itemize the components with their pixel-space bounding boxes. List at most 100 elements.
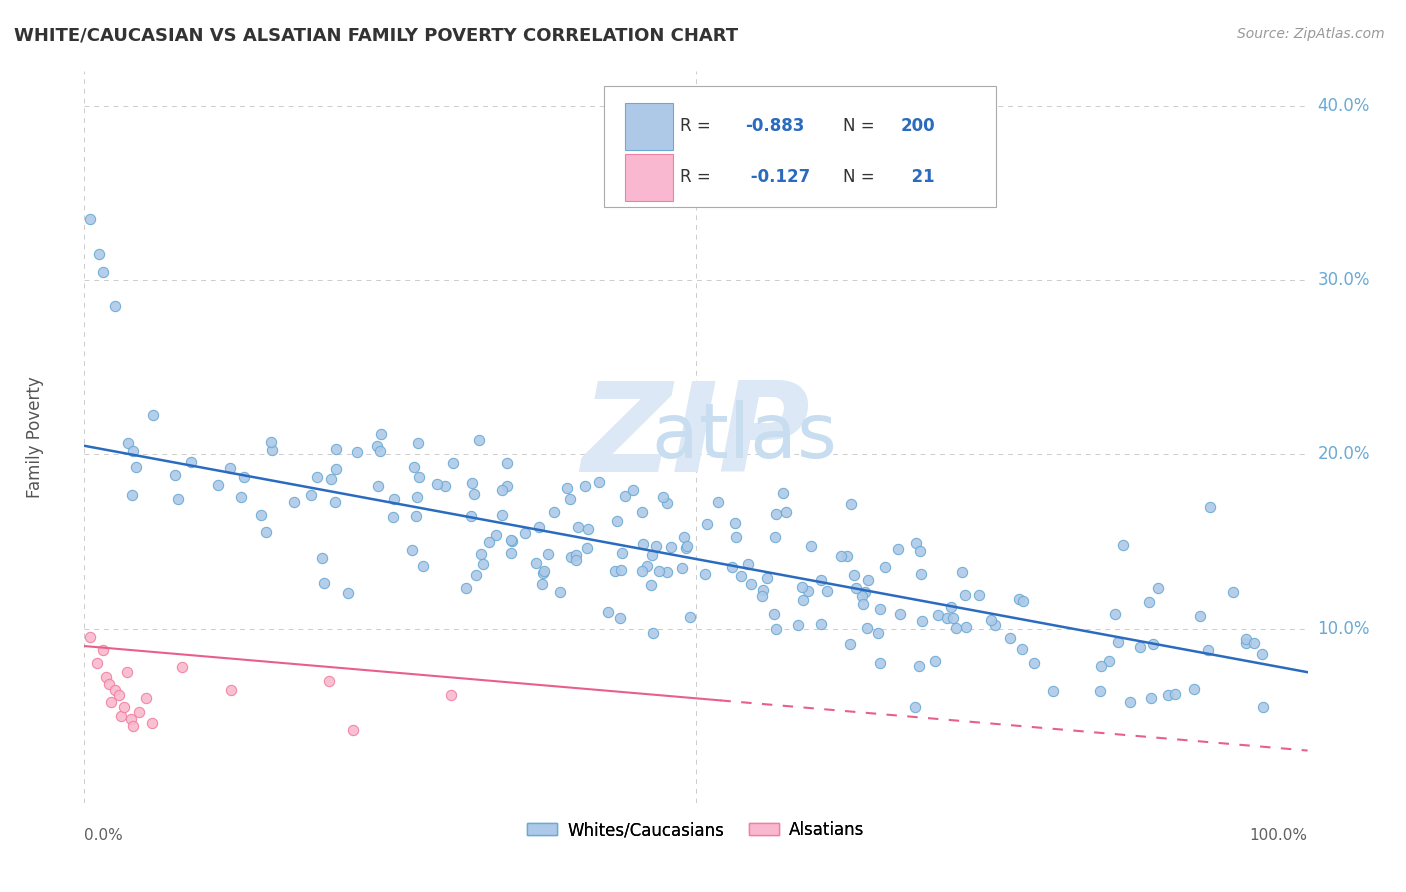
Point	[651, 490, 673, 504]
Point	[406, 490, 429, 504]
Point	[249, 508, 271, 522]
Point	[207, 478, 229, 492]
Point	[675, 539, 697, 553]
Point	[856, 620, 879, 634]
Point	[485, 528, 508, 542]
Point	[904, 700, 927, 714]
Point	[262, 442, 284, 457]
Point	[468, 433, 491, 447]
Point	[513, 525, 536, 540]
Point	[810, 573, 832, 587]
Point	[367, 479, 389, 493]
Point	[610, 563, 633, 577]
Text: 30.0%: 30.0%	[1317, 271, 1369, 289]
Point	[499, 533, 522, 547]
Point	[79, 212, 101, 227]
Point	[1137, 594, 1160, 608]
Point	[839, 637, 862, 651]
Point	[598, 605, 620, 619]
Point	[433, 478, 456, 492]
Point	[319, 472, 342, 486]
Point	[471, 557, 494, 571]
Point	[941, 600, 963, 615]
Point	[1189, 609, 1212, 624]
Text: -0.883: -0.883	[745, 117, 804, 136]
Point	[1157, 689, 1180, 703]
Point	[576, 522, 599, 536]
Point	[980, 614, 1002, 628]
Point	[603, 564, 626, 578]
Point	[908, 544, 931, 558]
Point	[671, 561, 693, 575]
Point	[441, 456, 464, 470]
Text: R =: R =	[681, 169, 716, 186]
Point	[560, 491, 582, 506]
Point	[166, 492, 188, 507]
Point	[797, 584, 820, 599]
Point	[368, 444, 391, 458]
Point	[1146, 581, 1168, 595]
Point	[852, 598, 875, 612]
Point	[851, 589, 873, 603]
Point	[648, 564, 671, 578]
Point	[1182, 681, 1205, 696]
Point	[730, 569, 752, 583]
Point	[751, 589, 773, 603]
Point	[314, 576, 336, 591]
Point	[772, 486, 794, 500]
Point	[496, 478, 519, 492]
Point	[641, 625, 664, 640]
Point	[945, 621, 967, 635]
Point	[1042, 684, 1064, 698]
Point	[260, 435, 283, 450]
Point	[402, 459, 425, 474]
Point	[740, 577, 762, 591]
Point	[527, 519, 550, 533]
Point	[233, 469, 256, 483]
Text: -0.127: -0.127	[745, 169, 810, 186]
Text: 40.0%: 40.0%	[1317, 97, 1369, 115]
Point	[576, 541, 599, 555]
Point	[1142, 637, 1164, 651]
Point	[104, 300, 127, 314]
Point	[924, 654, 946, 668]
FancyBboxPatch shape	[626, 154, 672, 201]
Point	[765, 507, 787, 521]
Point	[574, 479, 596, 493]
Point	[533, 564, 555, 578]
Point	[1251, 647, 1274, 661]
Text: 10.0%: 10.0%	[1317, 620, 1369, 638]
Point	[1198, 500, 1220, 514]
Point	[842, 568, 865, 582]
Point	[1098, 654, 1121, 668]
Point	[408, 470, 430, 484]
Point	[889, 607, 911, 622]
Point	[318, 673, 340, 688]
Point	[845, 581, 868, 595]
Point	[565, 553, 588, 567]
Text: R =: R =	[681, 117, 716, 136]
Point	[299, 488, 322, 502]
Text: 20.0%: 20.0%	[1317, 445, 1369, 464]
Point	[1012, 594, 1035, 608]
Point	[830, 549, 852, 563]
Point	[440, 688, 463, 702]
Point	[800, 539, 823, 553]
Point	[323, 495, 346, 509]
Point	[499, 546, 522, 560]
Text: WHITE/CAUCASIAN VS ALSATIAN FAMILY POVERTY CORRELATION CHART: WHITE/CAUCASIAN VS ALSATIAN FAMILY POVER…	[14, 27, 738, 45]
Point	[543, 505, 565, 519]
Point	[866, 625, 889, 640]
Point	[1197, 643, 1219, 657]
Legend: Whites/Caucasians, Alsatians: Whites/Caucasians, Alsatians	[520, 814, 872, 846]
Point	[953, 588, 976, 602]
Point	[908, 658, 931, 673]
Point	[756, 571, 779, 585]
Point	[1008, 592, 1031, 607]
Point	[86, 657, 108, 671]
Point	[141, 715, 163, 730]
Point	[1140, 691, 1163, 706]
Text: N =: N =	[842, 169, 880, 186]
Point	[536, 547, 558, 561]
Point	[124, 459, 146, 474]
